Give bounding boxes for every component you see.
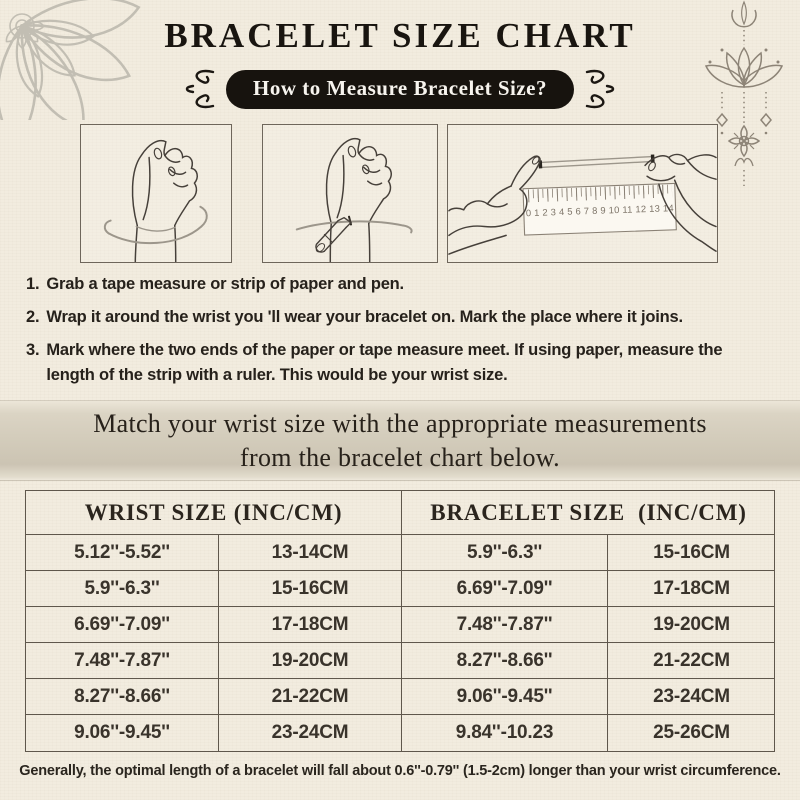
cell-wrist-cm: 13-14CM	[219, 535, 402, 571]
pendant-strings	[721, 92, 767, 124]
step-number: 1.	[26, 275, 40, 293]
illustration-mark-wrist	[262, 124, 438, 263]
wrist-size-header: WRIST SIZE (INC/CM)	[26, 491, 402, 535]
table-row: 7.48''-7.87'' 19-20CM 8.27''-8.66'' 21-2…	[26, 643, 775, 679]
crescent-moon-icon	[731, 0, 757, 28]
cell-wrist-cm: 17-18CM	[219, 607, 402, 643]
cell-wrist-inches: 6.69''-7.09''	[26, 607, 219, 643]
step-text: Wrap it around the wrist you 'll wear yo…	[46, 308, 683, 326]
cell-bracelet-cm: 25-26CM	[653, 722, 730, 743]
cell-wrist-inches: 5.9''-6.3''	[26, 571, 219, 607]
badge-row: How to Measure Bracelet Size?	[0, 69, 800, 109]
cell-bracelet-inches: 8.27''-8.66''	[402, 643, 608, 679]
tape-band-curve	[295, 220, 413, 234]
left-hand	[448, 155, 541, 255]
bracelet-size-header: BRACELET SIZE (INC/CM)	[402, 491, 775, 535]
cell-bracelet-cm: 17-18CM	[608, 571, 775, 607]
fist-with-pen-icon	[295, 138, 413, 262]
match-size-banner: Match your wrist size with the appropria…	[0, 401, 800, 480]
cell-wrist-inches: 9.06''-9.45''	[26, 715, 219, 751]
cell-wrist-cm: 21-22CM	[219, 679, 402, 715]
measuring-steps: 1. Grab a tape measure or strip of paper…	[26, 272, 786, 396]
cell-bracelet-inches: 6.69''-7.09''	[402, 571, 608, 607]
cell-bracelet-cm: 19-20CM	[608, 607, 775, 643]
ruler-icon: 0 1 2 3 4 5 6 7 8 9 10 11 12 13 14	[522, 182, 677, 236]
illustration-measure-ruler: 0 1 2 3 4 5 6 7 8 9 10 11 12 13 14	[447, 124, 718, 263]
cell-bracelet-inches: 9.84''-10.23	[402, 715, 608, 751]
cell-wrist-inches: 5.12''-5.52''	[26, 535, 219, 571]
cell-bracelet-cm: 15-16CM	[608, 535, 775, 571]
mandala-rosette	[5, 13, 46, 50]
cell-wrist-cm: 19-20CM	[219, 643, 402, 679]
cell-wrist-inches: 7.48''-7.87''	[26, 643, 219, 679]
step-1: 1. Grab a tape measure or strip of paper…	[26, 272, 786, 297]
table-row: 9.06''-9.45'' 23-24CM 9.84''-10.23 25-26…	[26, 715, 774, 751]
fist-with-tape-icon	[103, 139, 208, 262]
how-to-measure-badge: How to Measure Bracelet Size?	[225, 69, 575, 109]
illustration-wrap-wrist	[80, 124, 232, 263]
tape-measure-curve	[103, 205, 208, 245]
cell-wrist-inches: 8.27''-8.66''	[26, 679, 219, 715]
mandala-flower-icon	[0, 0, 141, 120]
table-row: 8.27''-8.66'' 21-22CM 9.06''-9.45'' 23-2…	[26, 679, 775, 715]
footer-note: Generally, the optimal length of a brace…	[19, 763, 781, 779]
right-hand	[644, 153, 717, 252]
banner-text: Match your wrist size with the appropria…	[93, 408, 707, 472]
table-header-row: WRIST SIZE (INC/CM) BRACELET SIZE (INC/C…	[26, 491, 775, 535]
cell-bracelet-inches: 5.9''-6.3''	[402, 535, 608, 571]
hands-with-ruler-icon: 0 1 2 3 4 5 6 7 8 9 10 11 12 13 14	[448, 153, 717, 255]
step-number: 2.	[26, 308, 40, 326]
lotus-pendant-icon	[704, 0, 784, 186]
page-title: BRACELET SIZE CHART	[164, 16, 636, 55]
cell-wrist-cm: 15-16CM	[219, 571, 402, 607]
leaf-squiggle	[734, 157, 754, 167]
cell-wrist-cm: 23-24CM	[219, 715, 402, 751]
table-row: 6.69''-7.09'' 17-18CM 7.48''-7.87'' 19-2…	[26, 607, 775, 643]
marker-pen-icon	[315, 216, 353, 253]
table-row: 5.12''-5.52'' 13-14CM 5.9''-6.3'' 15-16C…	[26, 535, 775, 571]
size-table: WRIST SIZE (INC/CM) BRACELET SIZE (INC/C…	[25, 490, 775, 752]
cell-bracelet-inches: 7.48''-7.87''	[402, 607, 608, 643]
step-2: 2. Wrap it around the wrist you 'll wear…	[26, 305, 786, 330]
step-text: Grab a tape measure or strip of paper an…	[46, 275, 404, 293]
mandala-inner-petals	[15, 19, 96, 98]
small-flower-icon	[727, 124, 761, 158]
step-3: 3. Mark where the two ends of the paper …	[26, 338, 786, 388]
flourish-left-icon	[185, 69, 215, 109]
lotus-flower-icon	[704, 46, 784, 88]
table-row: 5.9''-6.3'' 15-16CM 6.69''-7.09'' 17-18C…	[26, 571, 775, 607]
cell-bracelet-inches: 9.06''-9.45''	[402, 679, 608, 715]
diamond-beads	[716, 112, 772, 135]
step-text: Mark where the two ends of the paper or …	[46, 341, 723, 384]
flourish-right-icon	[585, 69, 615, 109]
mandala-outer-petals	[0, 0, 141, 120]
cell-bracelet-cm: 21-22CM	[608, 643, 775, 679]
step-number: 3.	[26, 341, 40, 359]
cell-bracelet-cm: 23-24CM	[608, 679, 775, 715]
paper-strip	[538, 154, 655, 169]
